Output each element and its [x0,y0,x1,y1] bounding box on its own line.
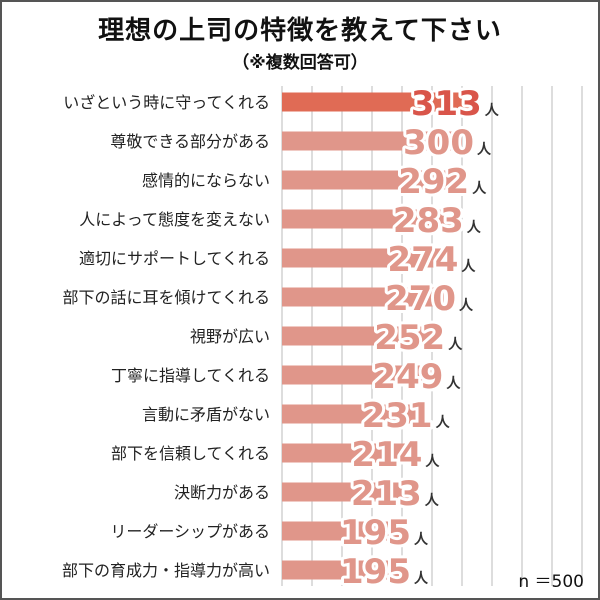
bar [282,404,421,424]
unit-label: 人 [425,492,440,509]
category-label: 言動に矛盾がない [142,405,270,424]
data-label: 231 [362,396,433,436]
unit-label: 人 [467,219,482,236]
sample-size-note: n ＝500 [518,572,584,592]
unit-label: 人 [459,297,474,314]
unit-label: 人 [477,141,492,158]
data-label: 214 [351,435,422,475]
bar [282,170,458,190]
unit-label: 人 [414,531,429,548]
category-label: 尊敬できる部分がある [110,132,270,151]
category-label: 丁寧に指導してくれる [111,366,270,385]
bar [282,443,411,463]
data-label: 195 [340,513,411,553]
bar [282,326,434,346]
bar [282,131,462,151]
bar [282,209,452,229]
unit-label: 人 [448,336,463,353]
data-label: 292 [398,162,469,202]
bar [282,482,410,502]
data-label: 195 [340,552,411,592]
unit-label: 人 [414,570,429,587]
category-label: いざという時に守ってくれる [63,93,270,112]
unit-label: 人 [485,102,500,119]
category-label: 感情的にならない [142,171,270,190]
data-label: 213 [351,474,422,514]
category-label: 部下の話に耳を傾けてくれる [62,288,270,307]
chart-subtitle: （※複数回答可） [232,53,368,73]
bar [282,521,399,541]
data-label: 252 [374,318,445,358]
chart-title: 理想の上司の特徴を教えて下さい [98,16,502,46]
category-label: 適切にサポートしてくれる [79,249,270,268]
data-label: 300 [403,123,474,163]
bar [282,560,399,580]
data-label: 313 [411,84,482,124]
bar [282,365,432,385]
bar [282,92,470,112]
data-label: 270 [385,279,456,319]
unit-label: 人 [446,375,461,392]
category-label: リーダーシップがある [110,522,270,541]
category-label: 部下を信頼してくれる [111,444,270,463]
bar [282,287,444,307]
unit-label: 人 [461,258,476,275]
unit-label: 人 [425,453,440,470]
category-label: 人によって態度を変えない [79,210,270,229]
category-label: 視野が広い [190,327,270,346]
bar [282,248,447,268]
category-label: 決断力がある [174,483,270,502]
data-label: 283 [393,201,464,241]
category-label: 部下の育成力・指導力が高い [62,561,270,580]
data-label: 249 [372,357,443,397]
unit-label: 人 [472,180,487,197]
data-label: 274 [387,240,458,280]
unit-label: 人 [436,414,451,431]
